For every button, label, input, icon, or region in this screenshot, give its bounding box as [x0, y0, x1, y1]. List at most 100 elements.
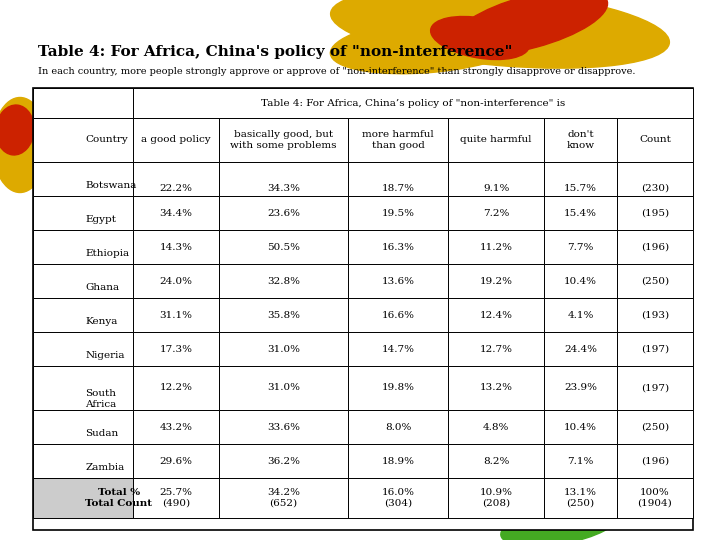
Bar — [348, 410, 449, 444]
Bar — [133, 196, 219, 230]
Bar — [617, 366, 693, 410]
Text: 17.3%: 17.3% — [160, 345, 192, 354]
Text: 15.4%: 15.4% — [564, 208, 597, 218]
Text: 24.4%: 24.4% — [564, 345, 597, 354]
Text: 13.6%: 13.6% — [382, 276, 415, 286]
Bar — [133, 162, 219, 196]
Bar — [33, 196, 133, 230]
Text: 22.2%: 22.2% — [160, 184, 192, 193]
Ellipse shape — [330, 16, 530, 74]
Text: 32.8%: 32.8% — [267, 276, 300, 286]
Bar — [33, 264, 133, 298]
Text: 7.7%: 7.7% — [567, 242, 594, 252]
Text: 8.0%: 8.0% — [385, 422, 411, 431]
Text: 50.5%: 50.5% — [267, 242, 300, 252]
Text: 14.7%: 14.7% — [382, 345, 415, 354]
Bar — [449, 366, 544, 410]
Bar — [219, 366, 348, 410]
Bar — [219, 230, 348, 264]
Bar — [544, 118, 617, 162]
Bar — [219, 478, 348, 518]
Text: South
Africa: South Africa — [85, 389, 117, 409]
Bar — [33, 118, 133, 162]
Text: 16.0%
(304): 16.0% (304) — [382, 488, 415, 508]
Bar — [449, 196, 544, 230]
Text: (193): (193) — [641, 310, 669, 320]
Bar — [348, 298, 449, 332]
Text: Total %
Total Count: Total % Total Count — [85, 488, 152, 508]
Text: 7.1%: 7.1% — [567, 456, 594, 465]
Bar — [33, 298, 133, 332]
Text: (196): (196) — [641, 242, 669, 252]
Text: 12.2%: 12.2% — [160, 383, 192, 393]
Bar — [617, 444, 693, 478]
Bar — [544, 332, 617, 366]
Bar — [544, 264, 617, 298]
Bar — [219, 162, 348, 196]
Text: basically good, but
with some problems: basically good, but with some problems — [230, 130, 337, 150]
Bar — [348, 444, 449, 478]
Text: 35.8%: 35.8% — [267, 310, 300, 320]
Bar — [544, 298, 617, 332]
Bar — [617, 118, 693, 162]
Bar — [33, 478, 133, 518]
Text: 16.6%: 16.6% — [382, 310, 415, 320]
Text: Botswana: Botswana — [85, 180, 137, 190]
Bar — [348, 332, 449, 366]
Text: 7.2%: 7.2% — [483, 208, 510, 218]
Text: 31.1%: 31.1% — [160, 310, 192, 320]
Text: In each country, more people strongly approve or approve of "non-interference" t: In each country, more people strongly ap… — [38, 68, 636, 77]
Bar — [617, 332, 693, 366]
Bar — [544, 444, 617, 478]
Bar — [219, 444, 348, 478]
Text: 100%
(1904): 100% (1904) — [637, 488, 672, 508]
Text: Egypt: Egypt — [85, 214, 116, 224]
Text: 23.6%: 23.6% — [267, 208, 300, 218]
Bar — [449, 332, 544, 366]
Bar — [133, 478, 219, 518]
Bar — [133, 444, 219, 478]
Bar — [219, 264, 348, 298]
Bar — [33, 332, 133, 366]
Text: (197): (197) — [641, 345, 669, 354]
Bar — [33, 366, 133, 410]
Text: 31.0%: 31.0% — [267, 383, 300, 393]
Text: 13.2%: 13.2% — [480, 383, 513, 393]
Text: Nigeria: Nigeria — [85, 350, 125, 360]
Bar — [33, 88, 133, 118]
Bar — [544, 478, 617, 518]
Bar — [544, 196, 617, 230]
Bar — [33, 444, 133, 478]
Text: Count: Count — [639, 136, 671, 145]
Text: 33.6%: 33.6% — [267, 422, 300, 431]
Text: 10.4%: 10.4% — [564, 276, 597, 286]
Bar — [348, 264, 449, 298]
Text: 16.3%: 16.3% — [382, 242, 415, 252]
Text: Ethiopia: Ethiopia — [85, 248, 129, 258]
Text: 43.2%: 43.2% — [160, 422, 192, 431]
Bar — [219, 196, 348, 230]
Text: 4.1%: 4.1% — [567, 310, 594, 320]
Bar — [617, 230, 693, 264]
Bar — [449, 478, 544, 518]
Text: (250): (250) — [641, 276, 669, 286]
Text: 8.2%: 8.2% — [483, 456, 510, 465]
Bar — [544, 230, 617, 264]
Bar — [544, 366, 617, 410]
Text: Country: Country — [85, 136, 128, 145]
Text: 19.5%: 19.5% — [382, 208, 415, 218]
Bar — [449, 230, 544, 264]
Text: (195): (195) — [641, 208, 669, 218]
Text: (196): (196) — [641, 456, 669, 465]
Text: 36.2%: 36.2% — [267, 456, 300, 465]
Bar — [133, 332, 219, 366]
Text: 19.8%: 19.8% — [382, 383, 415, 393]
Text: 19.2%: 19.2% — [480, 276, 513, 286]
Text: a good policy: a good policy — [141, 136, 211, 145]
Ellipse shape — [452, 0, 608, 55]
Text: 24.0%: 24.0% — [160, 276, 192, 286]
Bar — [348, 366, 449, 410]
Bar — [449, 162, 544, 196]
Text: 10.9%
(208): 10.9% (208) — [480, 488, 513, 508]
Ellipse shape — [501, 504, 619, 540]
